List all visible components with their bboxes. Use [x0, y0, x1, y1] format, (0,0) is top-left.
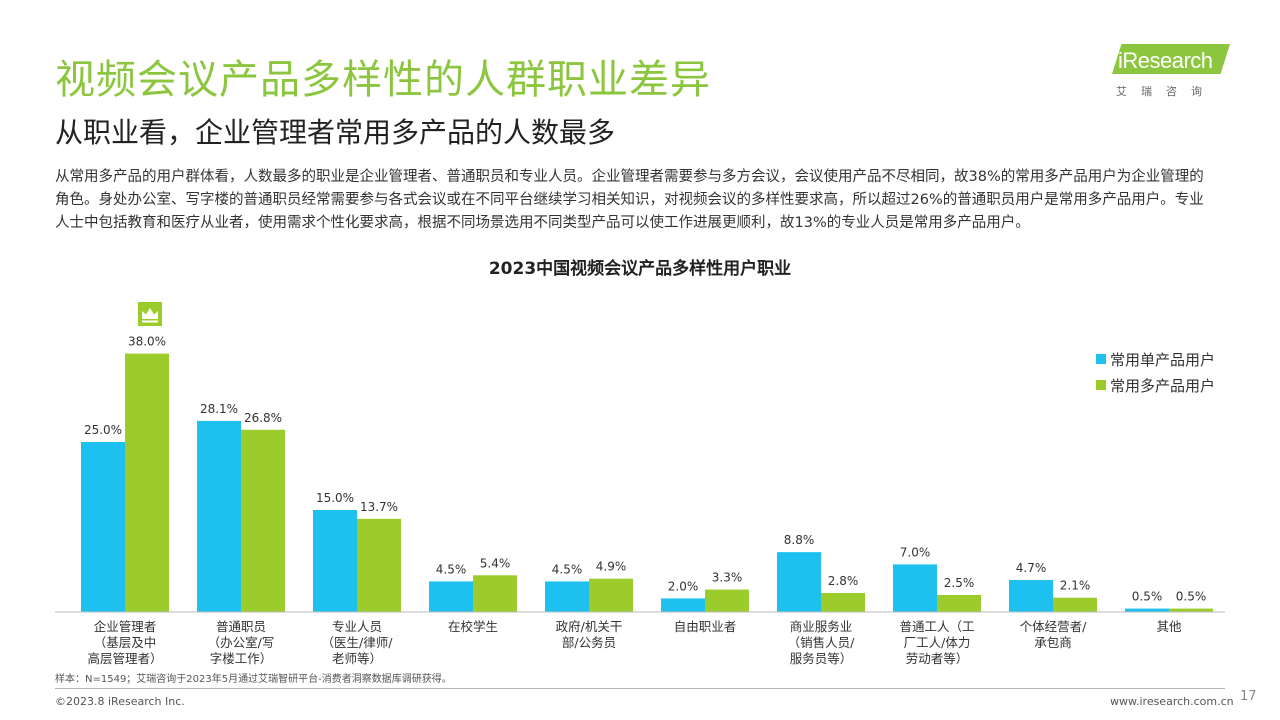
- footer-divider: [55, 688, 1225, 689]
- bar-single-2: [313, 510, 357, 612]
- bar-multi-4: [589, 578, 633, 612]
- website-text: www.iresearch.com.cn: [1110, 695, 1234, 708]
- legend-label-multi: 常用多产品用户: [1110, 376, 1216, 395]
- chart-value-labels: 25.0% 38.0% 28.1% 26.8% 15.0% 13.7% 4.5% 5.4% 4.…: [84, 335, 1206, 604]
- bar-multi-7: [937, 595, 981, 612]
- value-label-single-1: 28.1%: [200, 402, 238, 416]
- page-subtitle: 从职业看，企业管理者常用多产品的人数最多: [55, 116, 616, 149]
- legend-label-single: 常用单产品用户: [1110, 350, 1216, 369]
- bar-multi-2: [357, 518, 401, 612]
- value-label-multi-1: 26.8%: [244, 411, 282, 425]
- category-label-8: 个体经营者/承包商: [1020, 619, 1088, 650]
- bar-multi-9: [1169, 608, 1213, 612]
- category-label-5: 自由职业者: [674, 619, 737, 634]
- value-label-multi-4: 4.9%: [596, 560, 627, 574]
- copyright-text: ©2023.8 iResearch Inc.: [55, 695, 185, 708]
- bar-single-9: [1125, 608, 1169, 612]
- bar-multi-8: [1053, 597, 1097, 612]
- value-label-multi-7: 2.5%: [944, 576, 975, 590]
- category-label-1: 普通职员（办公室/写字楼工作）: [208, 619, 275, 666]
- chart-legend: 常用单产品用户 常用多产品用户: [1096, 346, 1215, 398]
- bar-single-6: [777, 552, 821, 612]
- legend-item-multi: 常用多产品用户: [1096, 372, 1215, 398]
- value-label-single-4: 4.5%: [552, 562, 583, 576]
- value-label-single-7: 7.0%: [900, 545, 931, 559]
- value-label-single-2: 15.0%: [316, 491, 354, 505]
- category-label-0: 企业管理者（基层及中高层管理者）: [87, 619, 162, 666]
- page-title: 视频会议产品多样性的人群职业差异: [55, 57, 711, 103]
- value-label-single-9: 0.5%: [1132, 590, 1163, 604]
- legend-swatch-multi: [1096, 380, 1106, 390]
- value-label-single-5: 2.0%: [668, 579, 699, 593]
- bar-single-1: [197, 420, 241, 612]
- value-label-multi-3: 5.4%: [480, 556, 511, 570]
- value-label-single-8: 4.7%: [1016, 561, 1047, 575]
- category-label-7: 普通工人（工厂工人/体力劳动者等）: [899, 619, 974, 666]
- bar-single-4: [545, 581, 589, 612]
- category-label-6: 商业服务业（销售人员/服务员等）: [788, 619, 856, 666]
- bar-multi-0: [125, 353, 169, 612]
- value-label-single-0: 25.0%: [84, 423, 122, 437]
- description-text: 从常用多产品的用户群体看，人数最多的职业是企业管理者、普通职员和专业人员。企业管…: [55, 169, 1204, 231]
- value-label-multi-0: 38.0%: [128, 335, 166, 349]
- chart-bars: [81, 353, 1213, 612]
- category-label-3: 在校学生: [448, 619, 498, 634]
- value-label-multi-9: 0.5%: [1176, 590, 1207, 604]
- crown-icon: [138, 302, 162, 326]
- value-label-multi-2: 13.7%: [360, 500, 398, 514]
- value-label-single-6: 8.8%: [784, 533, 815, 547]
- bar-multi-3: [473, 575, 517, 612]
- bar-single-0: [81, 442, 125, 612]
- category-label-4: 政府/机关干部/公务员: [556, 619, 623, 650]
- value-label-multi-6: 2.8%: [828, 574, 859, 588]
- page-number: 17: [1240, 689, 1257, 704]
- chart-title: 2023中国视频会议产品多样性用户职业: [489, 258, 791, 279]
- category-label-2: 专业人员（医生/律师/老师等）: [322, 619, 394, 666]
- value-label-single-3: 4.5%: [436, 562, 467, 576]
- iresearch-logo: iResearch 艾瑞咨询: [1112, 38, 1237, 100]
- logo-text: iResearch: [1118, 48, 1213, 73]
- logo-subtext: 艾瑞咨询: [1116, 85, 1216, 98]
- value-label-multi-8: 2.1%: [1060, 579, 1091, 593]
- chart-category-labels: 企业管理者（基层及中高层管理者） 普通职员（办公室/写字楼工作） 专业人员（医生/律…: [87, 619, 1182, 666]
- bar-multi-1: [241, 429, 285, 612]
- bar-single-5: [661, 598, 705, 612]
- legend-item-single: 常用单产品用户: [1096, 346, 1215, 372]
- bar-single-8: [1009, 580, 1053, 612]
- logo-badge: iResearch: [1112, 44, 1230, 74]
- legend-swatch-single: [1096, 354, 1106, 364]
- value-label-multi-5: 3.3%: [712, 571, 743, 585]
- bar-chart: 2023中国视频会议产品多样性用户职业 25.0% 38.0% 28.1% 26.8%…: [55, 258, 1225, 666]
- category-label-9: 其他: [1156, 619, 1182, 634]
- bar-single-7: [893, 564, 937, 612]
- bar-multi-5: [705, 589, 749, 612]
- sample-note: 样本：N=1549；艾瑞咨询于2023年5月通过艾瑞智研平台-消费者洞察数据库调…: [55, 674, 452, 685]
- bar-single-3: [429, 581, 473, 612]
- bar-multi-6: [821, 592, 865, 612]
